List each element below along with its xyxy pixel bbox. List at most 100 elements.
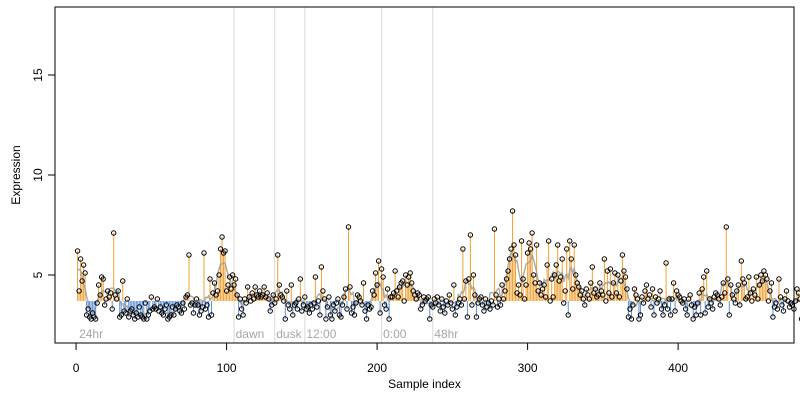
point-182 bbox=[347, 284, 353, 290]
point-420 bbox=[705, 304, 711, 310]
point-304 bbox=[530, 272, 537, 278]
point-56 bbox=[157, 304, 164, 310]
point-369 bbox=[628, 316, 635, 322]
point-139 bbox=[282, 316, 288, 322]
point-133 bbox=[273, 296, 279, 302]
point-431 bbox=[722, 290, 728, 296]
segment-label-0: 24hr bbox=[79, 327, 103, 341]
point-114 bbox=[244, 284, 251, 290]
segment-label-3: 12:00 bbox=[306, 327, 336, 341]
point-428 bbox=[717, 302, 723, 308]
point-290 bbox=[509, 208, 516, 214]
point-288 bbox=[506, 256, 513, 262]
point-237 bbox=[430, 304, 436, 310]
point-72 bbox=[181, 306, 188, 312]
point-317 bbox=[550, 294, 556, 300]
point-28 bbox=[115, 288, 121, 294]
point-8 bbox=[85, 306, 91, 312]
point-482 bbox=[798, 316, 800, 322]
point-334 bbox=[576, 284, 582, 290]
point-208 bbox=[386, 316, 392, 322]
point-460 bbox=[765, 298, 772, 304]
point-166 bbox=[323, 316, 329, 322]
point-105 bbox=[231, 282, 237, 288]
point-393 bbox=[664, 306, 671, 312]
point-440 bbox=[735, 282, 742, 288]
point-150 bbox=[299, 308, 305, 314]
point-324 bbox=[561, 300, 567, 306]
point-326 bbox=[564, 246, 570, 252]
point-323 bbox=[559, 256, 565, 262]
point-212 bbox=[392, 268, 398, 274]
point-331 bbox=[571, 242, 577, 248]
point-419 bbox=[704, 268, 710, 274]
point-164 bbox=[320, 288, 326, 294]
point-144 bbox=[290, 312, 296, 318]
point-78 bbox=[190, 310, 197, 316]
point-388 bbox=[657, 288, 663, 294]
point-373 bbox=[634, 296, 641, 302]
point-303 bbox=[529, 230, 535, 236]
point-168 bbox=[326, 294, 332, 300]
point-447 bbox=[746, 274, 752, 280]
point-451 bbox=[752, 292, 758, 298]
point-258 bbox=[461, 296, 468, 302]
point-287 bbox=[505, 268, 511, 274]
segment-label-1: dawn bbox=[236, 327, 265, 341]
point-244 bbox=[440, 304, 447, 310]
point-14 bbox=[94, 300, 100, 306]
point-279 bbox=[493, 292, 499, 298]
point-6 bbox=[82, 270, 88, 276]
point-18 bbox=[100, 276, 106, 282]
point-125 bbox=[261, 284, 267, 290]
point-271 bbox=[481, 308, 487, 314]
y-axis: 5 10 15 bbox=[31, 68, 56, 278]
point-70 bbox=[178, 310, 185, 316]
point-413 bbox=[694, 300, 701, 306]
point-71 bbox=[180, 300, 186, 306]
point-363 bbox=[619, 252, 626, 258]
point-152 bbox=[302, 294, 308, 300]
point-87 bbox=[204, 302, 210, 308]
point-439 bbox=[734, 288, 740, 294]
point-308 bbox=[536, 280, 543, 286]
point-298 bbox=[521, 296, 528, 302]
point-103 bbox=[228, 286, 234, 292]
point-325 bbox=[562, 288, 568, 294]
point-272 bbox=[482, 296, 489, 302]
x-tick-label-1: 100 bbox=[217, 361, 237, 375]
point-332 bbox=[573, 272, 579, 278]
point-95 bbox=[216, 272, 222, 278]
point-176 bbox=[338, 314, 344, 320]
point-228 bbox=[416, 292, 422, 298]
point-481 bbox=[797, 296, 800, 302]
point-311 bbox=[541, 282, 547, 288]
point-193 bbox=[363, 316, 370, 322]
point-378 bbox=[642, 288, 648, 294]
point-172 bbox=[332, 308, 338, 314]
point-434 bbox=[726, 312, 732, 318]
point-161 bbox=[315, 298, 322, 304]
point-260 bbox=[464, 314, 471, 320]
point-89 bbox=[207, 276, 213, 282]
point-96 bbox=[217, 246, 224, 252]
point-328 bbox=[567, 238, 573, 244]
point-46 bbox=[142, 300, 149, 306]
point-203 bbox=[378, 266, 385, 272]
point-157 bbox=[309, 306, 316, 312]
point-350 bbox=[600, 292, 606, 298]
point-408 bbox=[687, 292, 693, 298]
point-478 bbox=[792, 298, 799, 304]
point-435 bbox=[728, 282, 734, 288]
point-352 bbox=[603, 298, 609, 304]
x-axis-title: Sample index bbox=[388, 377, 461, 391]
point-147 bbox=[294, 306, 301, 312]
x-axis: 0 100 200 300 400 bbox=[73, 342, 688, 375]
point-94 bbox=[214, 288, 221, 294]
point-199 bbox=[372, 270, 379, 276]
point-360 bbox=[615, 272, 621, 278]
point-206 bbox=[383, 306, 389, 312]
point-453 bbox=[755, 296, 761, 302]
segment-label-2: dusk bbox=[276, 327, 302, 341]
point-149 bbox=[297, 276, 304, 282]
